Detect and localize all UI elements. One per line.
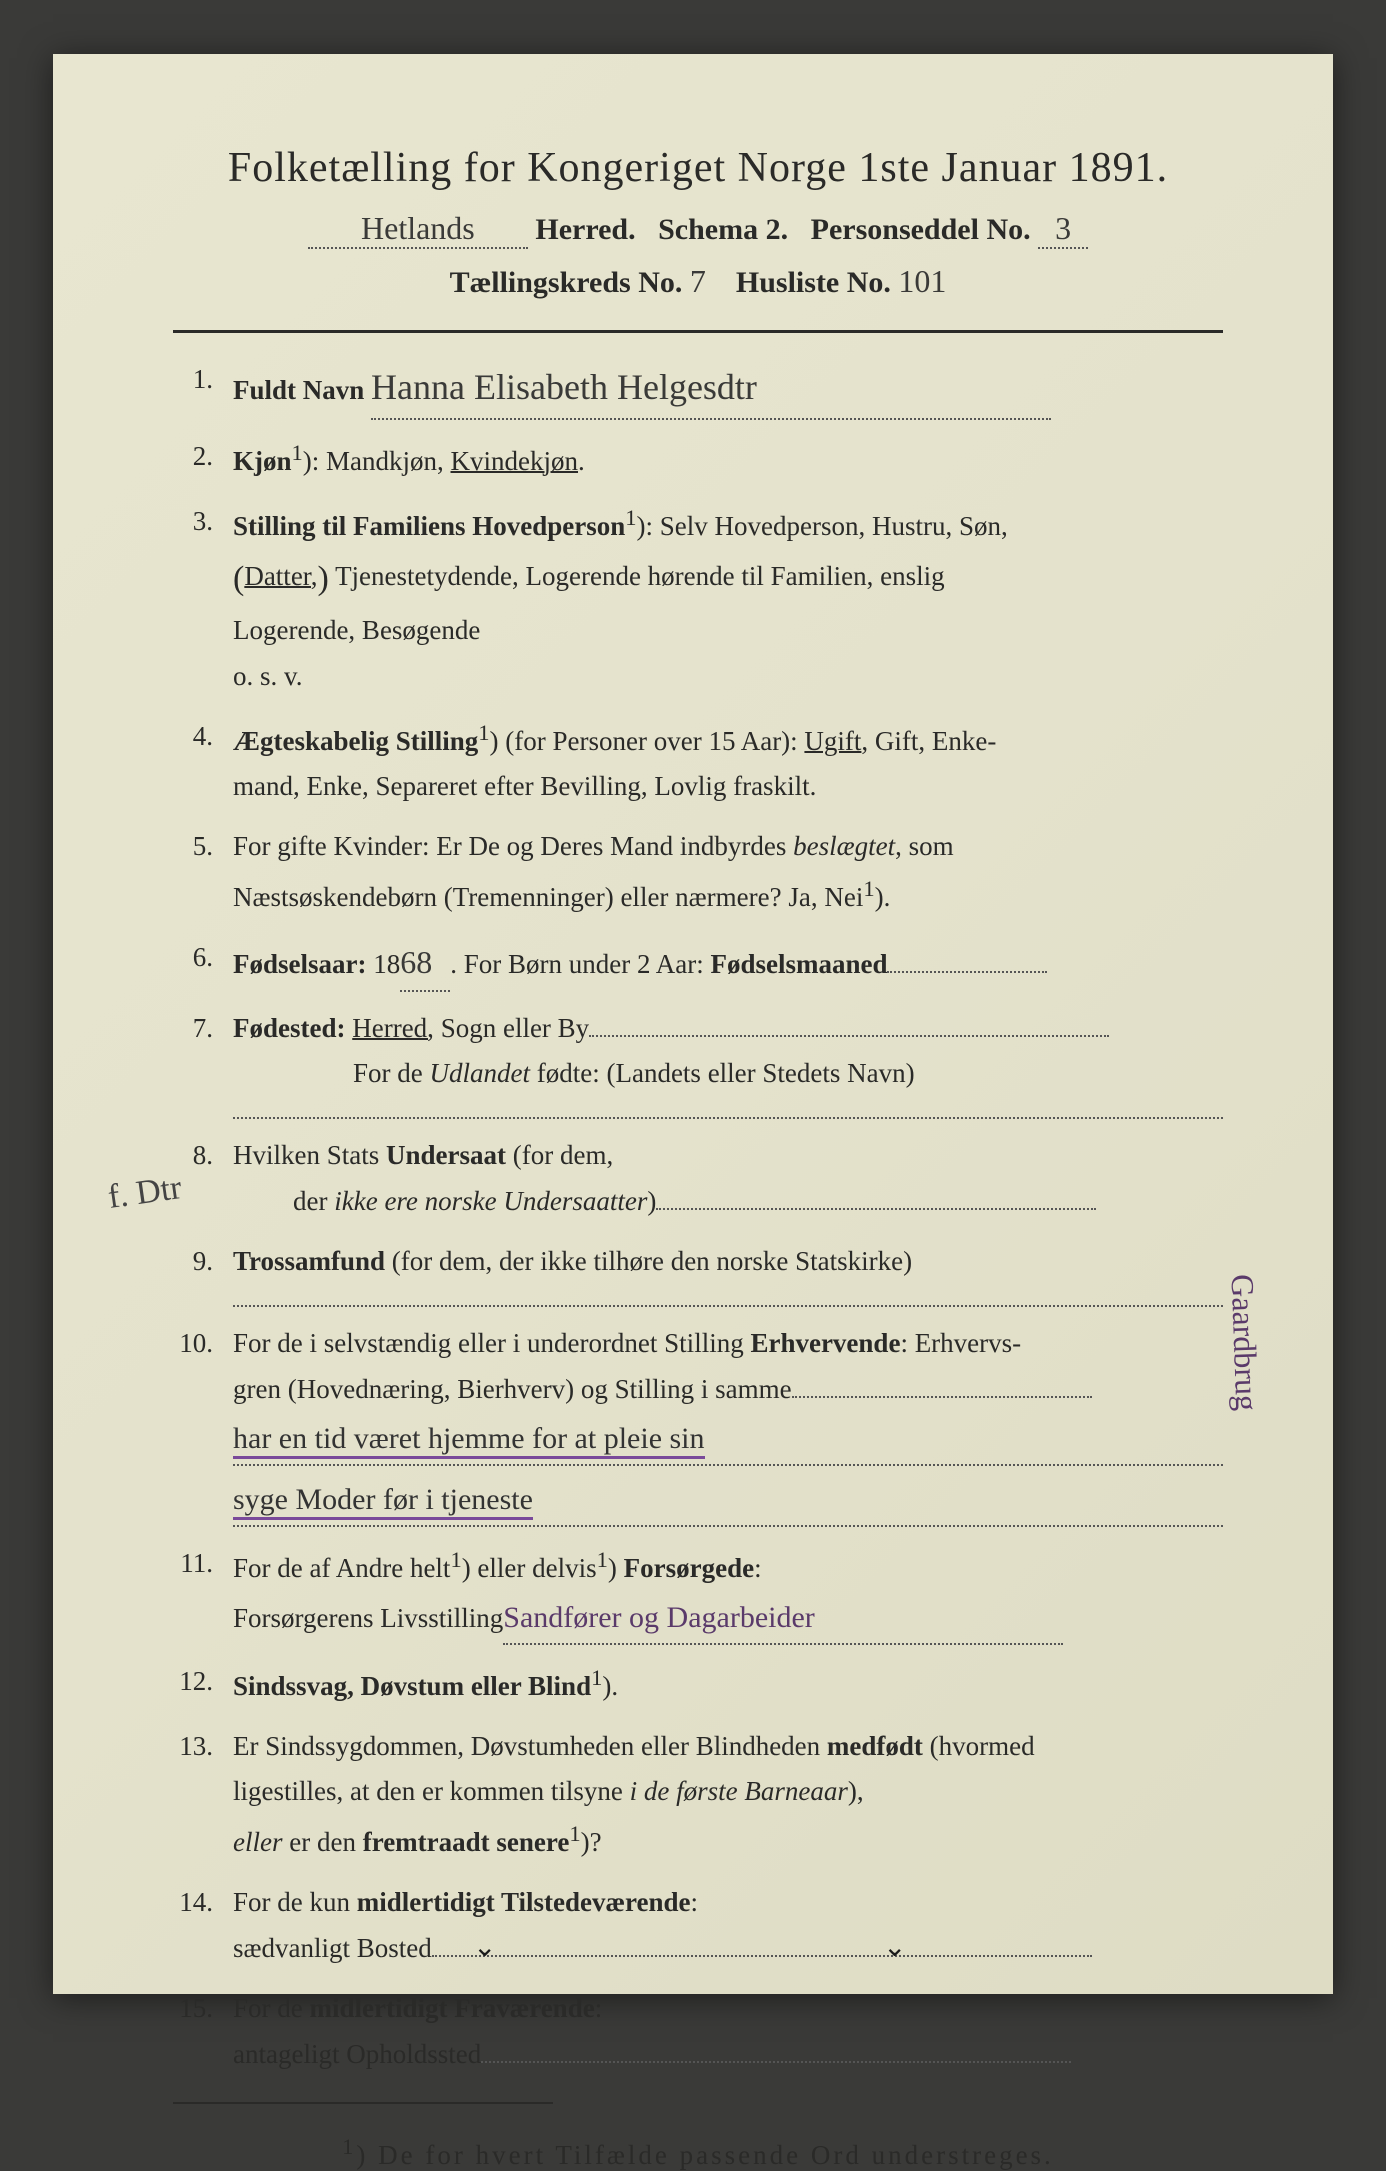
selected-option: Datter,	[244, 561, 317, 591]
item-num: 2.	[173, 434, 233, 485]
header-rule	[173, 330, 1223, 333]
husliste-label: Husliste No.	[736, 266, 891, 299]
item-content: Fødested: Herred, Sogn eller By For de U…	[233, 1006, 1223, 1120]
item-num: 7.	[173, 1006, 233, 1120]
item-9: 9. Trossamfund (for dem, der ikke tilhør…	[173, 1239, 1223, 1307]
item-content: Trossamfund (for dem, der ikke tilhøre d…	[233, 1239, 1223, 1307]
tick-mark: ⌄	[473, 1930, 496, 1964]
item-content: Sindssvag, Døvstum eller Blind1).	[233, 1659, 1223, 1710]
item-num: 6.	[173, 935, 233, 991]
item-11: 11. For de af Andre helt1) eller delvis1…	[173, 1541, 1223, 1645]
item-content: Hvilken Stats Undersaat (for dem, der ik…	[233, 1133, 1223, 1225]
birth-year: 68	[400, 935, 450, 991]
form-title: Folketælling for Kongeriget Norge 1ste J…	[173, 144, 1223, 192]
item-4: 4. Ægteskabelig Stilling1) (for Personer…	[173, 714, 1223, 811]
item-num: 13.	[173, 1724, 233, 1867]
item-num: 15.	[173, 1986, 233, 2078]
item-content: For de kun midlertidigt Tilstedeværende:…	[233, 1880, 1223, 1972]
personseddel-value: 3	[1038, 210, 1088, 249]
handwritten-line: Sandfører og Dagarbeider	[503, 1592, 1063, 1645]
form-header: Folketælling for Kongeriget Norge 1ste J…	[173, 144, 1223, 300]
handwritten-line: har en tid været hjemme for at pleie sin	[233, 1413, 1223, 1466]
item-7: 7. Fødested: Herred, Sogn eller By For d…	[173, 1006, 1223, 1120]
census-form-page: Folketælling for Kongeriget Norge 1ste J…	[53, 54, 1333, 1994]
item-content: For gifte Kvinder: Er De og Deres Mand i…	[233, 824, 1223, 921]
personseddel-label: Personseddel No.	[811, 213, 1031, 246]
item-content: Stilling til Familiens Hovedperson1): Se…	[233, 499, 1223, 699]
item-10: 10. For de i selvstændig eller i underor…	[173, 1321, 1223, 1527]
kreds-value: 7	[690, 266, 706, 299]
item-content: Fuldt Navn Hanna Elisabeth Helgesdtr	[233, 357, 1223, 420]
item-num: 3.	[173, 499, 233, 699]
paren-close: )	[317, 560, 328, 597]
paren-open: (	[233, 560, 244, 597]
item-content: Ægteskabelig Stilling1) (for Personer ov…	[233, 714, 1223, 811]
item-13: 13. Er Sindssygdommen, Døvstumheden elle…	[173, 1724, 1223, 1867]
kreds-line: Tællingskreds No. 7 Husliste No. 101	[173, 263, 1223, 300]
kreds-label: Tællingskreds No.	[450, 266, 683, 299]
field-label: Fuldt Navn	[233, 375, 364, 405]
field-label: Ægteskabelig Stilling	[233, 726, 478, 756]
item-content: Kjøn1): Mandkjøn, Kvindekjøn.	[233, 434, 1223, 485]
schema-label: Schema 2.	[658, 213, 788, 246]
item-content: For de i selvstændig eller i underordnet…	[233, 1321, 1223, 1527]
husliste-value: 101	[898, 266, 946, 299]
item-1: 1. Fuldt Navn Hanna Elisabeth Helgesdtr	[173, 357, 1223, 420]
item-num: 9.	[173, 1239, 233, 1307]
item-2: 2. Kjøn1): Mandkjøn, Kvindekjøn.	[173, 434, 1223, 485]
selected-option: Kvindekjøn	[451, 446, 579, 476]
item-num: 1.	[173, 357, 233, 420]
field-label: Kjøn	[233, 446, 292, 476]
name-value: Hanna Elisabeth Helgesdtr	[371, 357, 1051, 420]
item-num: 5.	[173, 824, 233, 921]
selected-option: Ugift	[804, 726, 861, 756]
selected-option: Herred,	[352, 1013, 434, 1043]
item-6: 6. Fødselsaar: 1868. For Børn under 2 Aa…	[173, 935, 1223, 991]
item-content: For de midlertidigt Fraværende: antageli…	[233, 1986, 1223, 2078]
herred-label: Herred.	[535, 213, 635, 246]
item-content: For de af Andre helt1) eller delvis1) Fo…	[233, 1541, 1223, 1645]
herred-value: Hetlands	[308, 210, 528, 249]
item-num: 14.	[173, 1880, 233, 1972]
field-label: Stilling til Familiens Hovedperson	[233, 511, 625, 541]
herred-line: Hetlands Herred. Schema 2. Personseddel …	[173, 210, 1223, 249]
item-14: 14. For de kun midlertidigt Tilstedevære…	[173, 1880, 1223, 1972]
item-num: 10.	[173, 1321, 233, 1527]
item-num: 11.	[173, 1541, 233, 1645]
item-num: 8.	[173, 1133, 233, 1225]
item-content: Er Sindssygdommen, Døvstumheden eller Bl…	[233, 1724, 1223, 1867]
footnote-rule	[173, 2102, 553, 2104]
item-5: 5. For gifte Kvinder: Er De og Deres Man…	[173, 824, 1223, 921]
field-label: Fødested:	[233, 1013, 345, 1043]
item-15: 15. For de midlertidigt Fraværende: anta…	[173, 1986, 1223, 2078]
handwritten-line: syge Moder før i tjeneste	[233, 1474, 1223, 1527]
item-3: 3. Stilling til Familiens Hovedperson1):…	[173, 499, 1223, 699]
field-label: Fødselsaar:	[233, 949, 366, 979]
item-8: 8. Hvilken Stats Undersaat (for dem, der…	[173, 1133, 1223, 1225]
item-num: 12.	[173, 1659, 233, 1710]
margin-note-right: Gaardbrug	[1224, 1273, 1266, 1411]
item-12: 12. Sindssvag, Døvstum eller Blind1).	[173, 1659, 1223, 1710]
footnote: 1) De for hvert Tilfælde passende Ord un…	[173, 2134, 1223, 2171]
item-content: Fødselsaar: 1868. For Børn under 2 Aar: …	[233, 935, 1223, 991]
item-num: 4.	[173, 714, 233, 811]
tick-mark: ⌄	[883, 1930, 906, 1964]
